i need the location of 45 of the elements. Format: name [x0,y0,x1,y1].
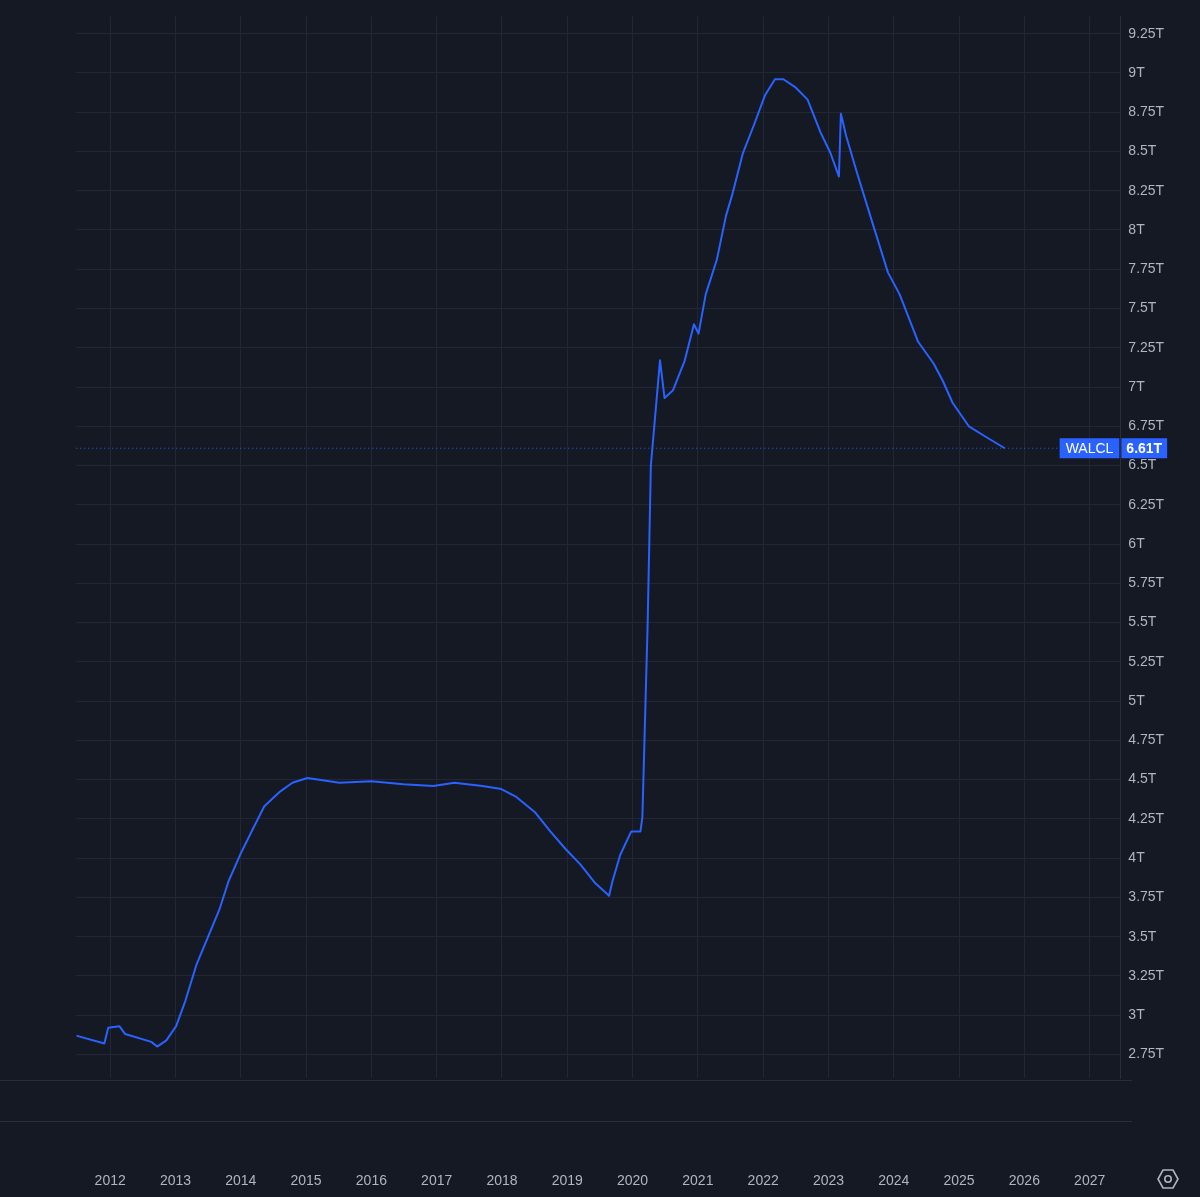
y-tick-label: 3.25T [1128,966,1165,983]
x-tick-label: 2016 [355,1172,388,1189]
x-tick-label: 2012 [94,1172,126,1189]
y-tick-label: 7T [1128,377,1146,394]
x-tick-label: 2020 [617,1172,649,1189]
y-tick-label: 3T [1128,1006,1146,1023]
y-tick-label: 7.75T [1128,260,1165,277]
y-tick-label: 4.5T [1128,770,1157,787]
y-tick-label: 8.75T [1128,103,1165,120]
x-tick-label: 2024 [878,1172,910,1189]
x-tick-label: 2017 [421,1172,453,1189]
y-tick-label: 8.25T [1128,181,1165,198]
x-tick-label: 2022 [747,1172,779,1189]
x-tick-label: 2026 [1008,1172,1041,1189]
y-tick-label: 8T [1128,220,1146,237]
y-tick-label: 7.5T [1128,299,1157,316]
y-tick-label: 4.25T [1128,809,1165,826]
y-tick-label: 8.5T [1128,142,1157,159]
ref-line-label: 6.61T [1126,440,1163,457]
x-tick-label: 2019 [551,1172,584,1189]
y-tick-label: 6.5T [1128,456,1157,473]
x-tick-label: 2018 [486,1172,518,1189]
y-tick-label: 4T [1128,849,1146,865]
y-tick-label: 5.5T [1128,613,1157,630]
y-tick-label: 5T [1128,691,1146,708]
y-tick-label: 3.5T [1128,927,1157,944]
x-tick-label: 2014 [225,1172,257,1189]
x-tick-label: 2021 [682,1172,714,1189]
y-tick-label: 4.75T [1128,731,1165,748]
y-tick-label: 9.25T [1128,24,1165,41]
y-tick-label: 6T [1128,534,1146,551]
y-tick-label: 5.25T [1128,652,1165,669]
y-tick-label: 9T [1128,63,1146,80]
x-tick-label: 2027 [1074,1172,1106,1189]
y-tick-label: 7.25T [1128,338,1165,355]
y-tick-label: 3.75T [1128,888,1165,905]
y-tick-label: 6.25T [1128,495,1165,512]
y-tick-label: 6.75T [1128,417,1165,434]
x-tick-label: 2015 [290,1172,322,1189]
x-tick-label: 2023 [812,1172,845,1189]
x-tick-label: 2025 [943,1172,975,1189]
y-tick-label: 2.75T [1128,1045,1165,1062]
text: WALCL [1065,440,1114,457]
y-tick-label: 5.75T [1128,574,1165,591]
x-tick-label: 2013 [159,1172,192,1189]
